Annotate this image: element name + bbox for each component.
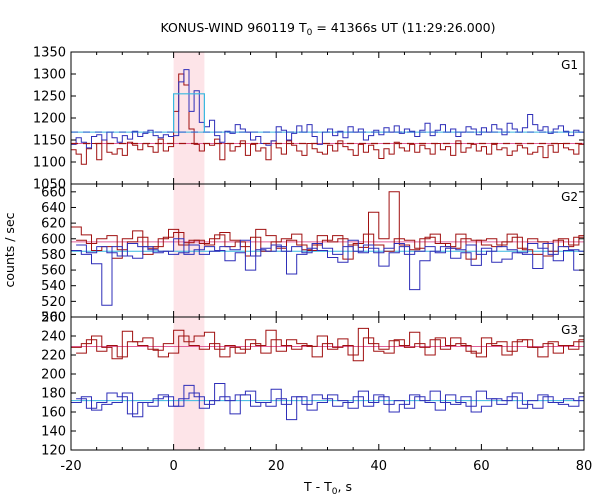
chart-title-main: KONUS-WIND 960119 T [160, 20, 306, 35]
chart-title-subscript: 0 [307, 28, 313, 38]
series-red-2 [76, 228, 584, 260]
y-tick-label: 1250 [33, 90, 66, 105]
series-blue-3 [71, 238, 584, 306]
y-tick-label: 560 [41, 264, 66, 279]
chart-title-rest: = 41366s UT (11:29:26.000) [312, 20, 495, 35]
y-tick-label: 1100 [33, 156, 66, 171]
y-tick-label: 600 [41, 232, 66, 247]
series-red-2 [76, 335, 584, 362]
chart-title: KONUS-WIND 960119 T0 = 41366s UT (11:29:… [160, 20, 495, 38]
series-blue-4 [76, 239, 584, 257]
x-axis-label-subscript: 0 [332, 487, 338, 497]
series-blue-2 [71, 69, 584, 149]
y-tick-label: 520 [41, 295, 66, 310]
panel-label: G2 [561, 190, 578, 204]
panel-g1: 1050 1100 1150 1200 1250 1300 1350 G1 [33, 46, 585, 193]
y-tick-label: 580 [41, 248, 66, 263]
x-tick-label: -20 [60, 459, 81, 474]
panel-frame [70, 316, 585, 451]
y-tick-label: 1050 [33, 178, 66, 193]
x-axis-label-main: T - T [303, 479, 332, 494]
y-tick-label: 220 [41, 349, 66, 364]
panel-label: G1 [561, 58, 578, 72]
panel-g3: 120 140 160 180 200 220 240 260 G3 [41, 311, 585, 459]
x-axis-label: T - T0, s [303, 479, 352, 497]
y-tick-label: 240 [41, 330, 66, 345]
y-tick-label: 180 [41, 387, 66, 402]
y-tick-label: 160 [41, 406, 66, 421]
x-tick-label: 0 [169, 459, 177, 474]
y-tick-label: 200 [41, 368, 66, 383]
plot-area: 1050110011501200125013001350G15005205405… [33, 46, 592, 475]
y-tick-label: 260 [41, 311, 66, 326]
y-tick-label: 660 [41, 185, 66, 200]
y-tick-label: 1200 [33, 112, 66, 127]
blue-burst-level-step [173, 93, 205, 133]
panel-frame [70, 51, 585, 185]
x-tick-label: 80 [576, 459, 593, 474]
y-tick-label: 500 [41, 311, 66, 326]
x-tick-label: 40 [371, 459, 388, 474]
x-axis-label-rest: , s [338, 479, 352, 494]
y-tick-label: 120 [41, 444, 66, 459]
y-tick-label: 1350 [33, 46, 66, 61]
y-tick-label: 640 [41, 201, 66, 216]
y-tick-label: 540 [41, 279, 66, 294]
panel-label: G3 [561, 323, 578, 337]
x-tick-label: 20 [268, 459, 285, 474]
x-tick-label: 60 [473, 459, 490, 474]
series-blue-4 [76, 388, 584, 415]
y-tick-label: 140 [41, 425, 66, 440]
y-axis-label: counts / sec [2, 212, 17, 287]
y-tick-label: 1150 [33, 134, 66, 149]
series-red-1 [71, 73, 584, 165]
y-tick-label: 1300 [33, 68, 66, 83]
y-tick-label: 620 [41, 217, 66, 232]
